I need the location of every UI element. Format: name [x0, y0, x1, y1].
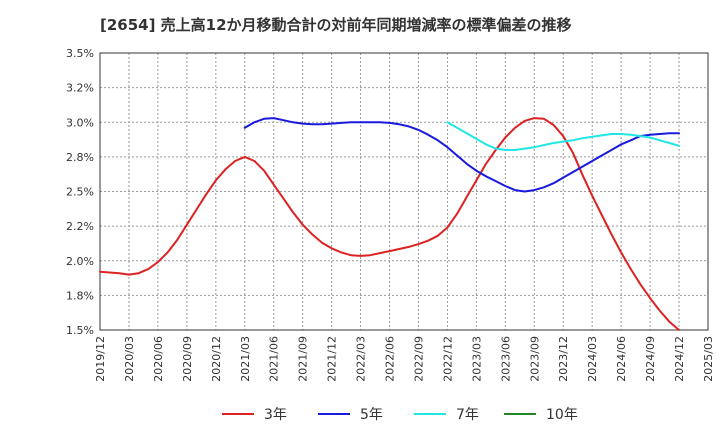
x-tick-label: 2020/03 — [123, 336, 136, 382]
series-line-7年 — [446, 121, 680, 151]
chart-title: [2654] 売上高12か月移動合計の対前年同期増減率の標準偏差の推移 — [100, 16, 572, 34]
y-tick-label: 3.5% — [66, 47, 94, 60]
x-tick-label: 2023/06 — [499, 336, 512, 382]
legend-label: 10年 — [546, 407, 578, 423]
legend-label: 7年 — [456, 407, 479, 423]
y-tick-label: 2.5% — [66, 186, 94, 199]
x-tick-label: 2023/03 — [470, 336, 483, 382]
y-tick-label: 2.0% — [66, 255, 94, 268]
y-tick-label: 3.2% — [66, 82, 94, 95]
x-tick-label: 2022/09 — [412, 336, 425, 382]
x-tick-label: 2022/03 — [355, 336, 368, 382]
x-tick-label: 2021/03 — [239, 336, 252, 382]
legend-label: 3年 — [264, 407, 287, 423]
x-tick-label: 2020/06 — [152, 336, 165, 382]
series-line-5年 — [243, 117, 680, 193]
x-tick-label: 2021/12 — [326, 336, 339, 382]
x-tick-label: 2024/09 — [644, 336, 657, 382]
x-tick-label: 2024/12 — [673, 336, 686, 382]
y-tick-label: 3.0% — [66, 116, 94, 129]
y-tick-label: 2.8% — [66, 151, 94, 164]
x-tick-label: 2023/12 — [557, 336, 570, 382]
x-tick-label: 2021/09 — [297, 336, 310, 382]
series-line-3年 — [99, 117, 680, 331]
x-tick-label: 2020/09 — [181, 336, 194, 382]
x-tick-label: 2025/03 — [702, 336, 715, 382]
x-tick-label: 2024/03 — [586, 336, 599, 382]
x-tick-label: 2024/06 — [615, 336, 628, 382]
x-tick-label: 2021/06 — [268, 336, 281, 382]
x-tick-label: 2019/12 — [94, 336, 107, 382]
x-tick-label: 2023/09 — [528, 336, 541, 382]
x-tick-label: 2020/12 — [210, 336, 223, 382]
x-tick-label: 2022/06 — [384, 336, 397, 382]
y-tick-label: 1.5% — [66, 324, 94, 337]
legend-label: 5年 — [360, 407, 383, 423]
x-tick-label: 2022/12 — [441, 336, 454, 382]
y-tick-label: 1.8% — [66, 289, 94, 302]
y-tick-label: 2.2% — [66, 220, 94, 233]
plot-border — [99, 52, 709, 331]
